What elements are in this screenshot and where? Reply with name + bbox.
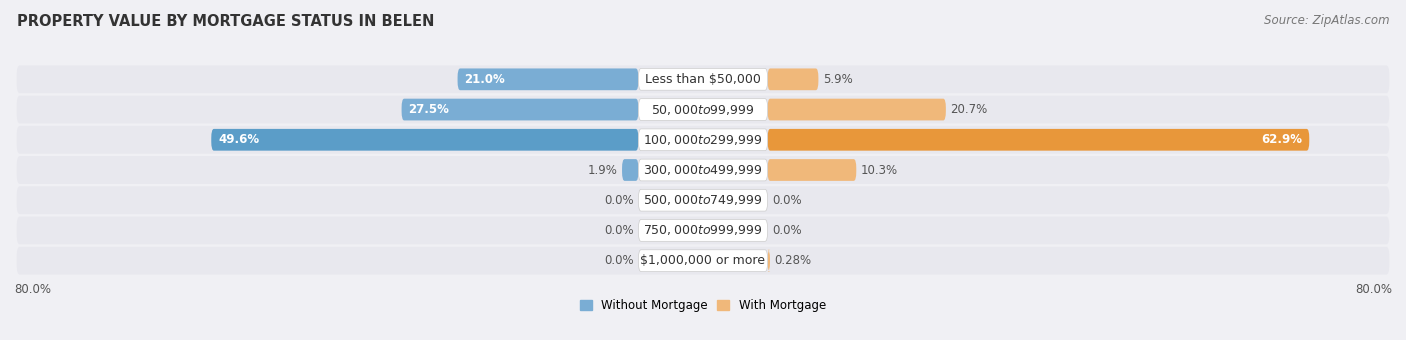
- FancyBboxPatch shape: [638, 129, 768, 151]
- FancyBboxPatch shape: [17, 65, 1389, 93]
- Text: $50,000 to $99,999: $50,000 to $99,999: [651, 103, 755, 117]
- FancyBboxPatch shape: [768, 159, 856, 181]
- Text: $300,000 to $499,999: $300,000 to $499,999: [644, 163, 762, 177]
- Text: 0.0%: 0.0%: [605, 224, 634, 237]
- FancyBboxPatch shape: [638, 99, 768, 120]
- Text: 0.0%: 0.0%: [605, 194, 634, 207]
- FancyBboxPatch shape: [17, 156, 1389, 184]
- FancyBboxPatch shape: [638, 220, 768, 241]
- Text: 21.0%: 21.0%: [464, 73, 505, 86]
- FancyBboxPatch shape: [17, 96, 1389, 123]
- FancyBboxPatch shape: [768, 99, 946, 120]
- Legend: Without Mortgage, With Mortgage: Without Mortgage, With Mortgage: [581, 299, 825, 312]
- FancyBboxPatch shape: [638, 159, 768, 181]
- FancyBboxPatch shape: [17, 217, 1389, 244]
- FancyBboxPatch shape: [638, 250, 768, 272]
- Text: 0.0%: 0.0%: [772, 194, 801, 207]
- FancyBboxPatch shape: [621, 159, 638, 181]
- FancyBboxPatch shape: [17, 186, 1389, 214]
- Text: 0.0%: 0.0%: [772, 224, 801, 237]
- Text: 1.9%: 1.9%: [588, 164, 617, 176]
- Text: Source: ZipAtlas.com: Source: ZipAtlas.com: [1264, 14, 1389, 27]
- FancyBboxPatch shape: [457, 68, 638, 90]
- FancyBboxPatch shape: [17, 247, 1389, 275]
- Text: 0.28%: 0.28%: [775, 254, 811, 267]
- FancyBboxPatch shape: [17, 126, 1389, 154]
- FancyBboxPatch shape: [638, 68, 768, 90]
- FancyBboxPatch shape: [402, 99, 638, 120]
- Text: $1,000,000 or more: $1,000,000 or more: [641, 254, 765, 267]
- FancyBboxPatch shape: [638, 189, 768, 211]
- Text: 80.0%: 80.0%: [1355, 283, 1392, 296]
- FancyBboxPatch shape: [768, 68, 818, 90]
- Text: 80.0%: 80.0%: [14, 283, 51, 296]
- Text: $100,000 to $299,999: $100,000 to $299,999: [644, 133, 762, 147]
- Text: 49.6%: 49.6%: [218, 133, 259, 146]
- Text: 10.3%: 10.3%: [860, 164, 897, 176]
- Text: PROPERTY VALUE BY MORTGAGE STATUS IN BELEN: PROPERTY VALUE BY MORTGAGE STATUS IN BEL…: [17, 14, 434, 29]
- Text: 5.9%: 5.9%: [823, 73, 852, 86]
- Text: 0.0%: 0.0%: [605, 254, 634, 267]
- Text: $500,000 to $749,999: $500,000 to $749,999: [644, 193, 762, 207]
- Text: 62.9%: 62.9%: [1261, 133, 1302, 146]
- Text: Less than $50,000: Less than $50,000: [645, 73, 761, 86]
- FancyBboxPatch shape: [768, 129, 1309, 151]
- FancyBboxPatch shape: [768, 250, 770, 272]
- Text: $750,000 to $999,999: $750,000 to $999,999: [644, 223, 762, 237]
- Text: 20.7%: 20.7%: [950, 103, 987, 116]
- Text: 27.5%: 27.5%: [409, 103, 450, 116]
- FancyBboxPatch shape: [211, 129, 638, 151]
